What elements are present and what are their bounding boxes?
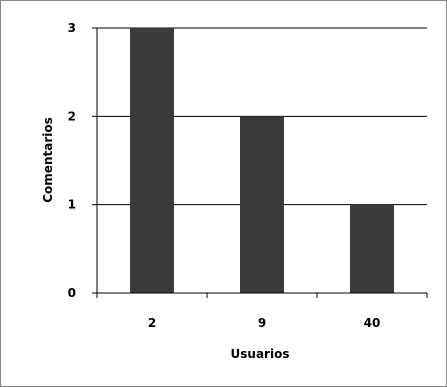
y-tick-label: 0 bbox=[68, 286, 76, 300]
y-axis-title: Comentarios bbox=[41, 117, 55, 203]
y-tick-label: 1 bbox=[68, 198, 76, 212]
y-tick-label: 3 bbox=[68, 21, 76, 35]
x-axis-title: Usuarios bbox=[231, 347, 290, 361]
x-tick-label: 2 bbox=[148, 316, 156, 330]
x-tick-label: 40 bbox=[364, 316, 381, 330]
bars bbox=[130, 28, 394, 293]
y-tick-label: 2 bbox=[68, 109, 76, 123]
bar-9 bbox=[240, 116, 284, 293]
bar-40 bbox=[350, 204, 394, 293]
x-tick-label: 9 bbox=[258, 316, 266, 330]
tick-labels: 0 1 2 3 2 9 40 bbox=[68, 21, 381, 330]
axes bbox=[92, 27, 428, 298]
bar-2 bbox=[130, 28, 174, 293]
